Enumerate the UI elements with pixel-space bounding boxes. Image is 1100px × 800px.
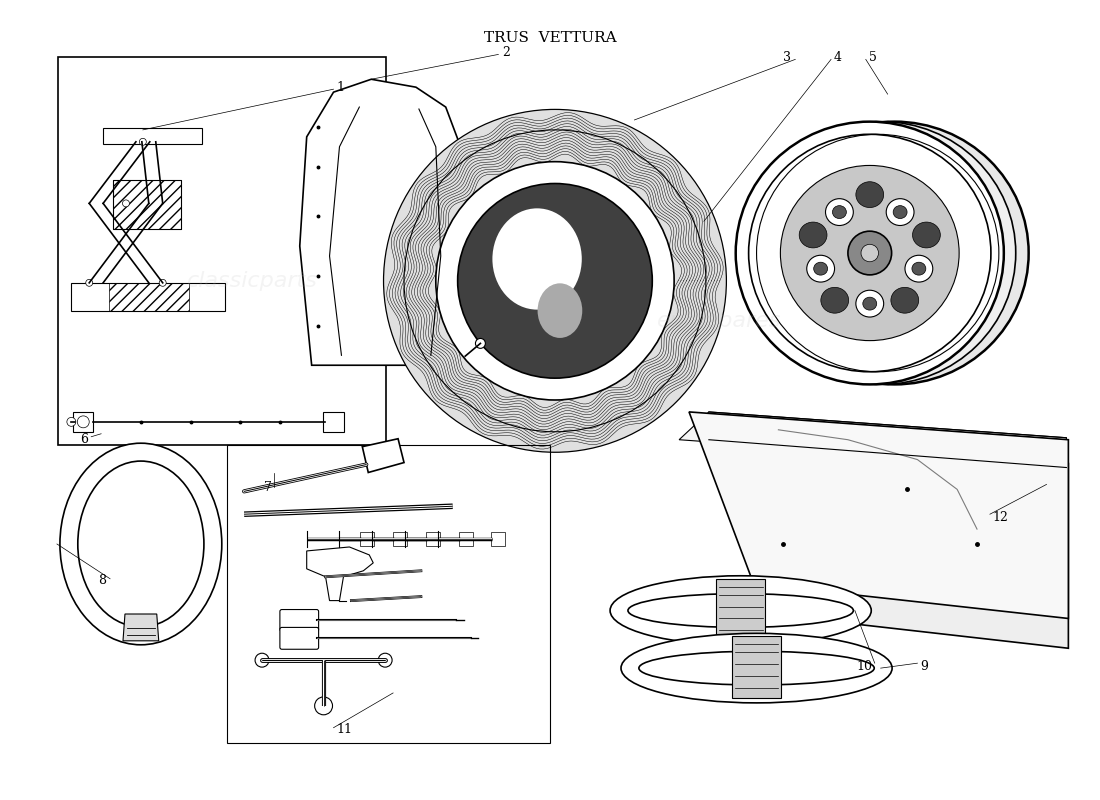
Ellipse shape xyxy=(913,222,940,248)
Circle shape xyxy=(378,654,392,667)
Ellipse shape xyxy=(748,122,1015,385)
Ellipse shape xyxy=(749,134,991,372)
Ellipse shape xyxy=(384,110,726,452)
Ellipse shape xyxy=(848,231,892,275)
Text: 9: 9 xyxy=(921,660,928,673)
Ellipse shape xyxy=(458,183,652,378)
Polygon shape xyxy=(679,412,1066,467)
Bar xyxy=(393,532,407,546)
Polygon shape xyxy=(362,438,404,473)
Ellipse shape xyxy=(639,651,874,685)
Polygon shape xyxy=(299,79,465,366)
Ellipse shape xyxy=(78,461,204,627)
Circle shape xyxy=(160,279,166,286)
Ellipse shape xyxy=(610,576,871,646)
Bar xyxy=(459,532,473,546)
Ellipse shape xyxy=(384,110,726,452)
Circle shape xyxy=(255,654,270,667)
Text: 4: 4 xyxy=(834,51,842,64)
Bar xyxy=(732,636,781,698)
Ellipse shape xyxy=(891,287,918,313)
Ellipse shape xyxy=(806,255,835,282)
Circle shape xyxy=(67,418,76,426)
Ellipse shape xyxy=(814,262,827,275)
Circle shape xyxy=(475,338,485,348)
Ellipse shape xyxy=(59,443,222,645)
Text: 10: 10 xyxy=(857,660,872,673)
Ellipse shape xyxy=(760,122,1028,385)
Ellipse shape xyxy=(861,244,879,262)
Polygon shape xyxy=(123,614,158,641)
Circle shape xyxy=(77,416,89,428)
Text: 5: 5 xyxy=(869,51,877,64)
Polygon shape xyxy=(307,547,373,601)
Bar xyxy=(361,532,374,546)
Ellipse shape xyxy=(821,287,848,313)
Bar xyxy=(103,128,202,144)
Bar xyxy=(113,179,180,229)
Bar xyxy=(322,412,344,432)
Ellipse shape xyxy=(493,208,582,310)
Circle shape xyxy=(315,697,332,714)
Ellipse shape xyxy=(800,222,827,248)
Bar xyxy=(74,412,94,432)
Text: 1: 1 xyxy=(337,81,344,94)
Ellipse shape xyxy=(736,122,1004,385)
Ellipse shape xyxy=(856,182,883,207)
Ellipse shape xyxy=(628,594,854,627)
Bar xyxy=(113,179,180,229)
Bar xyxy=(716,578,766,640)
Ellipse shape xyxy=(825,198,854,226)
Polygon shape xyxy=(689,412,1068,618)
Bar xyxy=(72,283,225,310)
Bar xyxy=(109,283,188,310)
Bar xyxy=(426,532,440,546)
Polygon shape xyxy=(728,438,1068,648)
Text: eurospares: eurospares xyxy=(657,310,781,330)
Text: TRUS  VETTURA: TRUS VETTURA xyxy=(484,30,616,45)
FancyBboxPatch shape xyxy=(279,627,319,650)
Circle shape xyxy=(122,200,130,207)
Bar xyxy=(228,445,550,742)
Text: 8: 8 xyxy=(98,574,106,587)
Text: 2: 2 xyxy=(503,46,510,59)
Text: 6: 6 xyxy=(80,434,88,446)
Circle shape xyxy=(140,138,146,146)
Ellipse shape xyxy=(538,283,582,338)
Ellipse shape xyxy=(856,290,883,317)
Circle shape xyxy=(86,279,92,286)
Ellipse shape xyxy=(436,162,674,400)
Ellipse shape xyxy=(833,206,846,218)
Ellipse shape xyxy=(862,297,877,310)
Text: 3: 3 xyxy=(783,51,791,64)
FancyBboxPatch shape xyxy=(279,610,319,631)
Bar xyxy=(492,532,505,546)
Text: 12: 12 xyxy=(993,510,1009,524)
Text: 11: 11 xyxy=(337,723,352,736)
Ellipse shape xyxy=(912,262,926,275)
Text: classicparts: classicparts xyxy=(187,271,318,291)
Text: 7: 7 xyxy=(264,481,272,494)
Ellipse shape xyxy=(780,166,959,341)
Ellipse shape xyxy=(621,634,892,703)
Bar xyxy=(58,58,386,445)
Ellipse shape xyxy=(887,198,914,226)
Ellipse shape xyxy=(905,255,933,282)
Ellipse shape xyxy=(893,206,907,218)
